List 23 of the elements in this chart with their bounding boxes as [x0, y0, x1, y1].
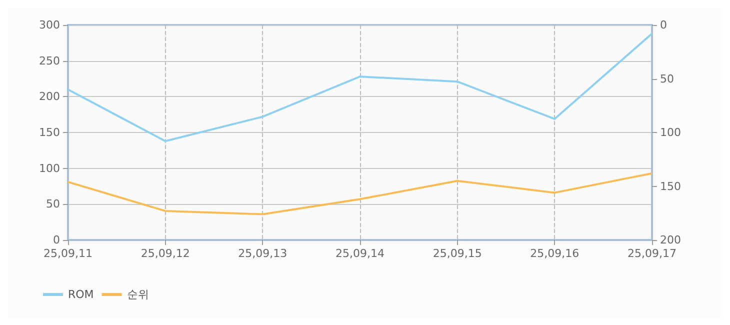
y2-tick-label: 50 [660, 72, 674, 86]
y-tick-label: 50 [46, 198, 60, 211]
y-tick-label: 150 [39, 126, 60, 139]
line-series [67, 32, 653, 142]
y2-tick-label: 100 [660, 126, 681, 139]
y2-tick-label: 200 [660, 234, 681, 246]
x-tick-label: 25,09,14 [336, 247, 384, 260]
y-tick-label: 100 [39, 162, 60, 175]
x-tick-label: 25,09,12 [140, 247, 190, 260]
y2-tick-label: 0 [660, 18, 667, 32]
y-tick-label: 200 [39, 90, 60, 104]
x-tick-label: 25,09,11 [44, 247, 92, 260]
x-tick-label: 25,09,17 [628, 247, 676, 260]
y-tick-label: 250 [39, 54, 60, 68]
y-tick-label: 0 [53, 234, 60, 246]
x-tick-label: 25,09,15 [432, 247, 482, 260]
y2-tick-label: 150 [660, 180, 681, 193]
x-tick-label: 25,09,16 [530, 247, 580, 260]
legend-label: ROM [68, 288, 94, 301]
x-tick-label: 25,09,13 [238, 247, 288, 260]
line-series [67, 172, 653, 216]
legend-label: 순위 [126, 288, 149, 301]
y-tick-label: 300 [39, 18, 60, 32]
